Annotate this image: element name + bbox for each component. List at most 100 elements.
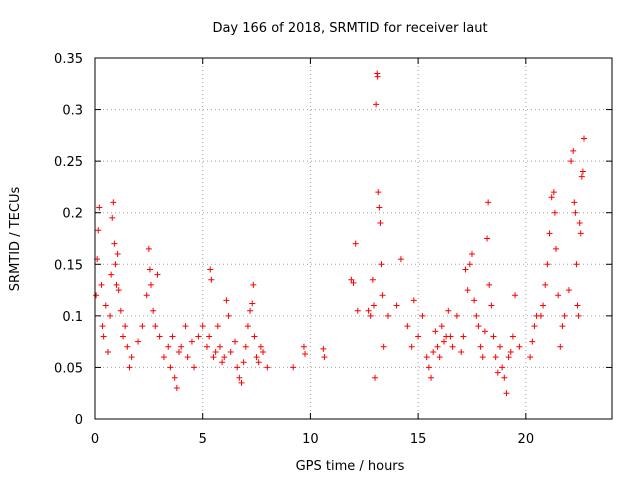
data-point [571, 199, 578, 206]
data-point [115, 287, 122, 294]
data-point [397, 256, 404, 263]
data-point [117, 307, 124, 314]
data-point [178, 343, 185, 350]
data-point [531, 323, 538, 330]
data-point [570, 147, 577, 154]
data-point [232, 338, 239, 345]
data-point [184, 354, 191, 361]
y-axis-label: SRMTID / TECUs [8, 187, 23, 292]
data-point [505, 354, 512, 361]
data-point [251, 333, 258, 340]
data-point [167, 364, 174, 371]
data-point [227, 348, 234, 355]
data-point [242, 343, 249, 350]
y-tick-label: 0.2 [62, 207, 83, 222]
data-point [434, 343, 441, 350]
data-point [348, 276, 355, 283]
data-point [369, 276, 376, 283]
data-point [462, 266, 469, 273]
x-tick-label: 20 [518, 432, 535, 447]
data-point [255, 359, 262, 366]
data-point [146, 266, 153, 273]
data-point [126, 364, 133, 371]
data-point [210, 354, 217, 361]
data-point [216, 343, 223, 350]
data-point [321, 354, 328, 361]
data-point [148, 281, 155, 288]
data-point [552, 245, 559, 252]
data-point [428, 374, 435, 381]
data-point [436, 354, 443, 361]
y-tick-label: 0 [75, 413, 83, 428]
y-tick-label: 0.1 [62, 310, 83, 325]
data-point [160, 354, 167, 361]
data-point [425, 364, 432, 371]
data-point [529, 338, 536, 345]
data-point [108, 271, 115, 278]
data-point [375, 189, 382, 196]
data-point [206, 333, 213, 340]
data-point [496, 343, 503, 350]
data-point [173, 385, 180, 392]
x-tick-label: 0 [91, 432, 99, 447]
data-point [214, 323, 221, 330]
y-tick-label: 0.15 [54, 258, 83, 273]
data-point [212, 348, 219, 355]
x-axis-label: GPS time / hours [296, 459, 405, 474]
data-point [488, 302, 495, 309]
data-point [378, 261, 385, 268]
data-point [156, 333, 163, 340]
data-point [365, 307, 372, 314]
data-point [499, 364, 506, 371]
data-point [464, 287, 471, 294]
data-point [379, 292, 386, 299]
data-point [507, 348, 514, 355]
data-point [100, 333, 107, 340]
data-point [225, 312, 232, 319]
data-point [479, 354, 486, 361]
data-point [485, 199, 492, 206]
data-point [377, 220, 384, 227]
data-point [376, 204, 383, 211]
data-point [544, 261, 551, 268]
data-point [257, 343, 264, 350]
data-point [221, 354, 228, 361]
data-point [550, 189, 557, 196]
y-tick-label: 0.05 [54, 361, 83, 376]
data-point [484, 235, 491, 242]
data-point [128, 354, 135, 361]
data-point [432, 328, 439, 335]
data-point [576, 220, 583, 227]
data-point [546, 230, 553, 237]
data-point [207, 266, 214, 273]
data-point [486, 281, 493, 288]
data-point [122, 323, 129, 330]
data-point [219, 359, 226, 366]
data-point [182, 323, 189, 330]
x-tick-label: 5 [199, 432, 207, 447]
data-point [374, 73, 381, 80]
data-point [449, 343, 456, 350]
data-point [113, 281, 120, 288]
data-point [438, 323, 445, 330]
data-point [481, 328, 488, 335]
data-point [114, 250, 121, 257]
data-point [102, 302, 109, 309]
data-point [238, 379, 245, 386]
data-point [477, 343, 484, 350]
axis-ticks: 0 0.05 0.1 0.15 0.2 0.25 0.3 0.35 0 5 10 15 20 [54, 52, 612, 447]
data-point [95, 227, 102, 234]
data-point [240, 359, 247, 366]
data-point [96, 204, 103, 211]
data-points [93, 70, 587, 397]
data-point [577, 230, 584, 237]
data-point [466, 261, 473, 268]
data-point [574, 302, 581, 309]
data-point [352, 240, 359, 247]
data-point [423, 354, 430, 361]
plot-frame [94, 57, 613, 420]
data-point [490, 333, 497, 340]
data-point [548, 194, 555, 201]
data-point [135, 338, 142, 345]
data-point [555, 292, 562, 299]
